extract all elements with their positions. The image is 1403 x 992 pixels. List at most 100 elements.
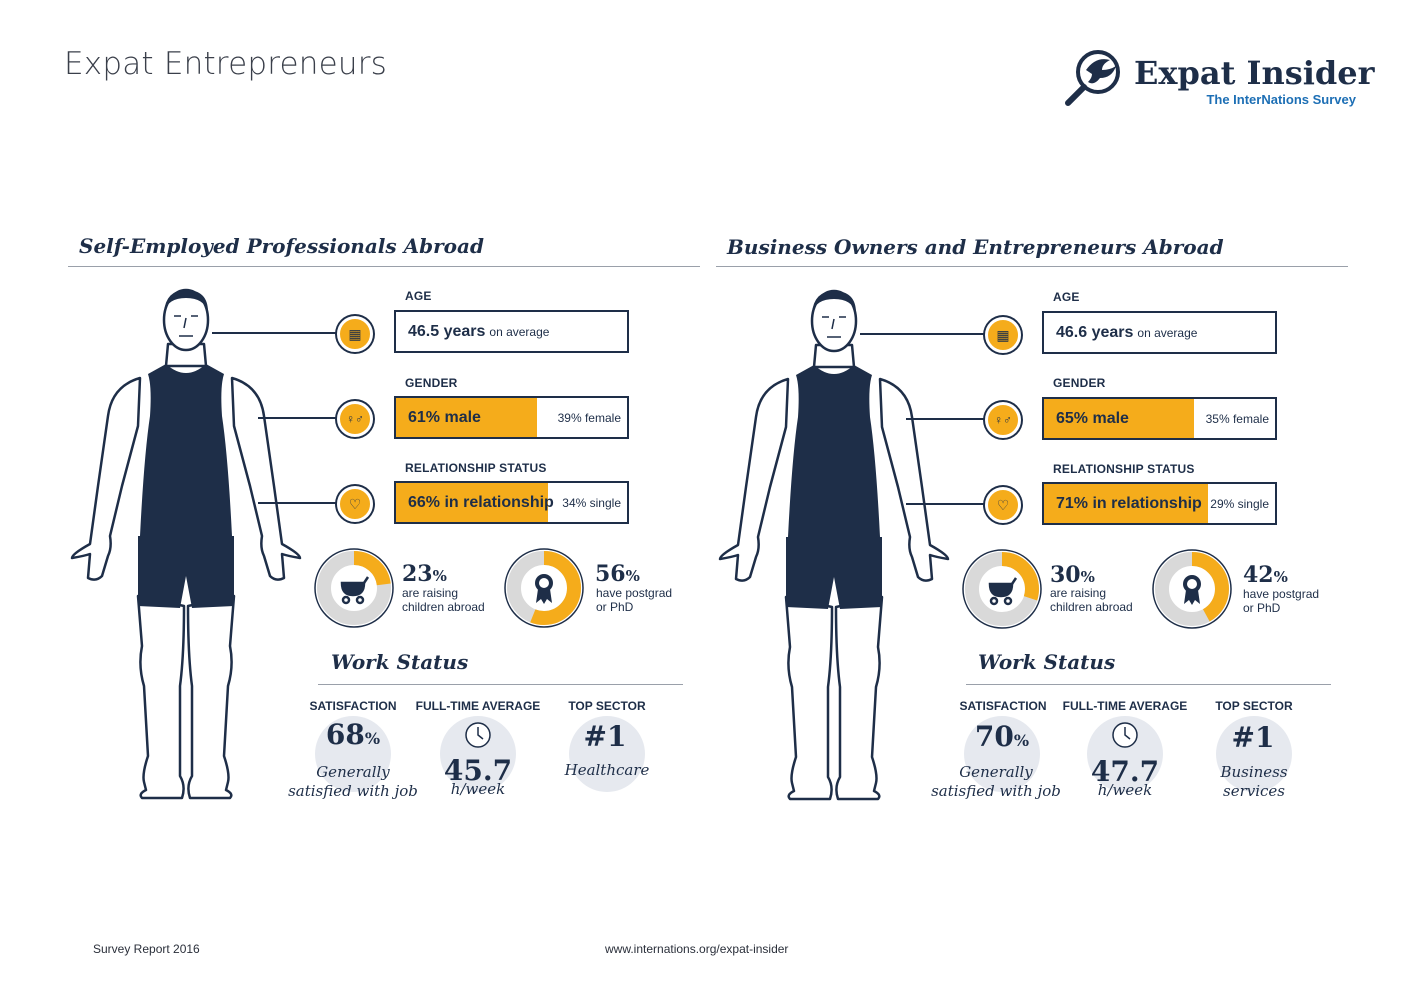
education-text: have postgrad or PhD bbox=[1243, 587, 1319, 615]
satisfaction-unit: % bbox=[1013, 731, 1030, 750]
satisfaction-line2: satisfied with job bbox=[931, 782, 1061, 800]
gender-box: 65% male 35% female bbox=[1042, 397, 1277, 440]
satisfaction-line2: satisfied with job bbox=[288, 782, 418, 800]
fulltime-desc: h/week bbox=[1097, 781, 1153, 799]
fulltime-desc: h/week bbox=[450, 780, 506, 798]
sector-number: #1 bbox=[1231, 721, 1275, 754]
relationship-rest: 29% single bbox=[1210, 496, 1269, 511]
education-donut-arc bbox=[1155, 552, 1229, 626]
children-donut bbox=[962, 549, 1042, 629]
sector-line1: Healthcare bbox=[564, 761, 650, 779]
gender-box: 61% male 39% female bbox=[394, 396, 629, 439]
work-status-rule bbox=[966, 684, 1331, 685]
panel-title: Business Owners and Entrepreneurs Abroad bbox=[727, 235, 1224, 259]
sector-line2: services bbox=[1223, 782, 1285, 800]
relationship-connector bbox=[906, 503, 986, 505]
panel-title: Self-Employed Professionals Abroad bbox=[79, 234, 484, 258]
satisfaction-circle bbox=[315, 716, 391, 792]
education-donut-arc bbox=[507, 551, 581, 625]
satisfaction-value: 68 bbox=[325, 718, 365, 751]
age-box: 46.5 years on average bbox=[394, 310, 629, 353]
sector-desc: Business services bbox=[1174, 763, 1334, 801]
logo-subtitle: The InterNations Survey bbox=[1206, 92, 1356, 107]
satisfaction-number: 70% bbox=[927, 720, 1077, 753]
fulltime-label: FULL-TIME AVERAGE bbox=[1062, 699, 1188, 713]
calendar-icon: ▦ bbox=[337, 316, 373, 352]
children-number: 23% bbox=[402, 561, 447, 587]
award-icon bbox=[535, 574, 553, 604]
sector-label: TOP SECTOR bbox=[1215, 699, 1293, 713]
age-suffix: on average bbox=[1137, 325, 1198, 340]
satisfaction-desc: Generally satisfied with job bbox=[916, 763, 1076, 801]
education-donut bbox=[504, 548, 584, 628]
education-unit: % bbox=[625, 567, 640, 585]
gender-icon: ♀♂ bbox=[985, 402, 1021, 438]
stroller-icon bbox=[988, 577, 1018, 606]
fulltime-label: FULL-TIME AVERAGE bbox=[415, 699, 541, 713]
sector-circle bbox=[569, 716, 645, 792]
education-text: have postgrad or PhD bbox=[596, 586, 672, 614]
satisfaction-value: 70 bbox=[974, 720, 1014, 753]
relationship-bar-fill: 66% in relationship bbox=[396, 483, 554, 522]
education-number: 56% bbox=[595, 561, 640, 587]
fulltime-number: 47.7 bbox=[1090, 755, 1160, 788]
sector-label: TOP SECTOR bbox=[568, 699, 646, 713]
gender-icon: ♀♂ bbox=[337, 401, 373, 437]
children-donut-arc bbox=[317, 551, 391, 625]
education-line2: or PhD bbox=[596, 600, 634, 614]
heart-icon: ♡ bbox=[985, 487, 1021, 523]
sector-desc: Healthcare bbox=[527, 761, 687, 780]
age-suffix: on average bbox=[489, 324, 550, 339]
sector-circle bbox=[1216, 716, 1292, 792]
satisfaction-circle bbox=[964, 716, 1040, 792]
gender-label: GENDER bbox=[405, 376, 458, 390]
satisfaction-line1: Generally bbox=[959, 763, 1033, 781]
satisfaction-desc: Generally satisfied with job bbox=[273, 763, 433, 801]
footer-report: Survey Report 2016 bbox=[93, 942, 200, 956]
children-unit: % bbox=[1080, 568, 1095, 586]
children-value: 30 bbox=[1050, 562, 1081, 588]
gender-bar-fill: 65% male bbox=[1044, 399, 1194, 438]
children-number: 30% bbox=[1050, 562, 1095, 588]
age-connector bbox=[212, 332, 338, 334]
education-value: 56 bbox=[595, 561, 626, 587]
children-text: are raising children abroad bbox=[402, 586, 485, 614]
satisfaction-label: SATISFACTION bbox=[309, 699, 397, 713]
work-status-rule bbox=[318, 684, 683, 685]
logo: Expat Insider The InterNations Survey bbox=[1062, 48, 1375, 110]
satisfaction-label: SATISFACTION bbox=[959, 699, 1047, 713]
relationship-rest: 34% single bbox=[562, 495, 621, 510]
clock-icon bbox=[465, 722, 491, 748]
calendar-icon: ▦ bbox=[985, 317, 1021, 353]
logo-name: Expat Insider bbox=[1134, 54, 1375, 92]
relationship-bar-fill: 71% in relationship bbox=[1044, 484, 1208, 523]
education-donut bbox=[1152, 549, 1232, 629]
gender-rest: 35% female bbox=[1205, 411, 1269, 426]
age-label: AGE bbox=[405, 289, 432, 303]
person-figure bbox=[718, 289, 950, 801]
education-value: 42 bbox=[1243, 562, 1274, 588]
children-line1: are raising bbox=[1050, 586, 1107, 600]
relationship-label: RELATIONSHIP STATUS bbox=[405, 461, 547, 475]
education-line2: or PhD bbox=[1243, 601, 1281, 615]
age-value: 46.6 years bbox=[1056, 323, 1134, 341]
children-donut bbox=[314, 548, 394, 628]
stroller-icon bbox=[340, 576, 370, 605]
panel-title-rule bbox=[716, 266, 1348, 267]
footer-url[interactable]: www.internations.org/expat-insider bbox=[605, 942, 789, 956]
gender-label: GENDER bbox=[1053, 376, 1106, 390]
age-label: AGE bbox=[1053, 290, 1080, 304]
relationship-label: RELATIONSHIP STATUS bbox=[1053, 462, 1195, 476]
gender-connector bbox=[906, 418, 986, 420]
fulltime-number: 45.7 bbox=[443, 754, 513, 787]
gender-rest: 39% female bbox=[557, 410, 621, 425]
satisfaction-number: 68% bbox=[278, 718, 428, 751]
age-box: 46.6 years on average bbox=[1042, 311, 1277, 354]
relationship-box: 71% in relationship 29% single bbox=[1042, 482, 1277, 525]
work-status-title: Work Status bbox=[331, 650, 469, 674]
children-value: 23 bbox=[402, 561, 433, 587]
sector-line1: Business bbox=[1220, 763, 1288, 781]
education-line1: have postgrad bbox=[1243, 587, 1320, 601]
heart-icon: ♡ bbox=[337, 486, 373, 522]
children-text: are raising children abroad bbox=[1050, 586, 1133, 614]
